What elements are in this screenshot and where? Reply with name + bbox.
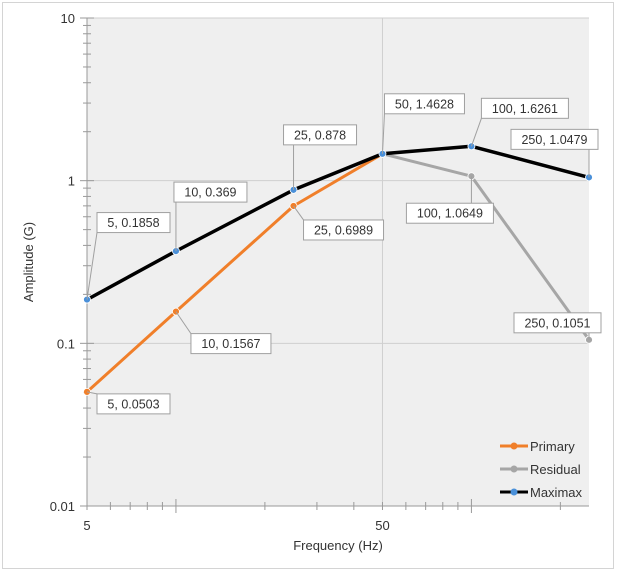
data-label: 250, 0.1051 — [524, 316, 590, 330]
legend-label-residual: Residual — [530, 462, 581, 477]
data-label-box — [96, 212, 171, 234]
y-tick-label: 0.01 — [50, 499, 75, 514]
data-label-box — [190, 333, 272, 355]
data-label-leader — [86, 232, 98, 300]
series-line-maximax — [86, 144, 590, 302]
data-label: 5, 0.1858 — [107, 216, 159, 230]
data-label: 10, 0.1567 — [201, 337, 260, 351]
legend: Primary Residual Maximax — [500, 439, 583, 500]
data-label-box — [173, 181, 248, 203]
x-tick-label: 50 — [375, 518, 389, 533]
data-label: 100, 1.6261 — [492, 102, 558, 116]
data-label: 10, 0.369 — [184, 186, 236, 200]
legend-label-primary: Primary — [530, 439, 575, 454]
legend-marker-residual — [510, 465, 518, 473]
x-tick-label: 5 — [83, 518, 90, 533]
data-label-leader — [381, 113, 385, 154]
data-label-box — [383, 93, 465, 115]
x-axis-title: Frequency (Hz) — [293, 538, 383, 553]
data-labels-layer: 5, 0.0503 10, 0.1567 25, 0.6989 100, 1.0649… — [86, 93, 602, 415]
data-label: 50, 1.4628 — [395, 97, 454, 111]
data-label-box — [513, 312, 602, 334]
legend-label-maximax: Maximax — [530, 485, 583, 500]
series-line-primary — [85, 152, 384, 394]
y-tick-label: 10 — [61, 11, 75, 26]
data-label-box — [303, 219, 385, 241]
data-label: 250, 1.0479 — [521, 133, 587, 147]
data-label-box — [405, 202, 494, 224]
data-label: 25, 0.878 — [294, 128, 346, 142]
series-layer — [83, 142, 593, 396]
data-label-box — [480, 97, 569, 119]
legend-marker-primary — [510, 442, 518, 450]
data-label-leader — [86, 391, 98, 395]
data-label-box — [510, 128, 599, 150]
data-label: 5, 0.0503 — [107, 397, 159, 411]
data-label-leader — [470, 118, 482, 147]
plot-area — [87, 18, 589, 506]
data-label-leader — [293, 205, 304, 221]
data-label: 100, 1.0649 — [417, 207, 483, 221]
legend-marker-maximax — [510, 488, 518, 496]
data-label: 25, 0.6989 — [314, 223, 373, 237]
axes: 10 1 0.1 0.01 5 50 — [50, 11, 589, 533]
y-axis-title: Amplitude (G) — [21, 222, 36, 302]
data-label-leader — [175, 311, 192, 334]
y-tick-label: 0.1 — [57, 336, 75, 351]
y-tick-label: 1 — [68, 174, 75, 189]
data-label-box — [96, 393, 171, 415]
data-label-box — [283, 124, 358, 146]
